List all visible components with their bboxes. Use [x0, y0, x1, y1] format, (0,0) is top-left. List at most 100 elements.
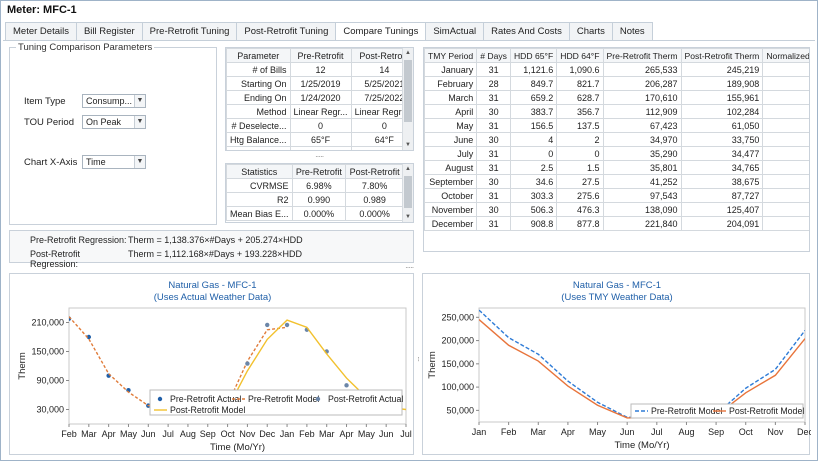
table-cell: 10,625: [762, 104, 809, 119]
column-header[interactable]: Statistics: [226, 164, 293, 179]
tab-charts[interactable]: Charts: [568, 22, 612, 41]
table-row[interactable]: R2 0.990 0.989: [226, 192, 404, 207]
stats-grid-scrollbar[interactable]: ▲ ▼: [402, 164, 413, 222]
table-cell: 34,765: [680, 160, 764, 175]
table-cell: 30: [476, 202, 511, 217]
column-header[interactable]: Pre-Retrofit Therm: [602, 48, 682, 63]
table-row[interactable]: Mean Bias E... 0.000% 0.000%: [226, 206, 404, 221]
table-cell: 125,407: [680, 202, 764, 217]
chevron-down-icon[interactable]: ▼: [134, 116, 145, 128]
x-tick-label: May: [358, 429, 376, 439]
table-row[interactable]: January311,121.61,090.6265,533245,21920,…: [424, 62, 809, 77]
table-row[interactable]: # of Bills 12 14: [226, 62, 413, 77]
tmy-savings-table[interactable]: TMY Period # Days HDD 65°F HDD 64°F Pre-Retr…: [423, 47, 810, 252]
table-row[interactable]: Ending On 1/24/2020 7/25/2022: [226, 90, 413, 105]
column-header[interactable]: Pre-Retrofit: [289, 48, 352, 63]
column-header[interactable]: Post-Retrofit Therm: [680, 48, 764, 63]
item-type-select[interactable]: Consump... ▼: [82, 94, 146, 108]
table-cell: April: [424, 104, 478, 119]
table-cell: 41,252: [602, 174, 682, 189]
tab-bill-register[interactable]: Bill Register: [75, 22, 142, 41]
compare-grid-scrollbar[interactable]: ▲ ▼: [402, 48, 413, 150]
table-cell: Method: [226, 104, 291, 119]
tab-meter-details[interactable]: Meter Details: [5, 22, 76, 41]
column-header[interactable]: Parameter: [226, 48, 291, 63]
column-header[interactable]: # Days: [476, 48, 511, 63]
x-tick-label: Aug: [678, 427, 694, 437]
tou-period-select[interactable]: On Peak ▼: [82, 115, 146, 129]
column-header[interactable]: TMY Period: [424, 48, 478, 63]
table-row[interactable]: December31908.8877.8221,840204,09117,750…: [424, 216, 809, 231]
table-row[interactable]: October31303.3275.697,54387,7279,81610.1…: [424, 188, 809, 203]
table-cell: 628.7: [556, 90, 604, 105]
table-cell: 31: [476, 216, 511, 231]
table-cell: Mean Bias E...: [226, 206, 293, 221]
table-row[interactable]: Method Linear Regr... Linear Regre...: [226, 104, 413, 119]
table-row[interactable]: Starting On 1/25/2019 5/25/2021: [226, 76, 413, 91]
table-row[interactable]: November30506.3476.3138,090125,40712,682…: [424, 202, 809, 217]
scroll-up-icon[interactable]: ▲: [405, 50, 411, 56]
chart-x-axis-select[interactable]: Time ▼: [82, 155, 146, 169]
tab-post-retrofit-tuning[interactable]: Post-Retrofit Tuning: [236, 22, 336, 41]
tab-simactual[interactable]: SimActual: [425, 22, 484, 41]
table-cell: 31: [476, 118, 511, 133]
x-tick-label: Apr: [340, 429, 354, 439]
column-header[interactable]: HDD 64°F: [556, 48, 604, 63]
compare-parameters-grid[interactable]: Parameter Pre-Retrofit Post-Retrofit # of B…: [225, 47, 414, 151]
vertical-splitter[interactable]: ···: [414, 356, 423, 361]
statistics-grid[interactable]: Statistics Pre-Retrofit Post-Retrofit CVRMS…: [225, 163, 414, 223]
series-line: [479, 319, 805, 419]
series-point: [265, 322, 270, 328]
scroll-down-icon[interactable]: ▼: [405, 142, 411, 148]
column-header[interactable]: HDD 65°F: [509, 48, 558, 63]
tab-content-border: [3, 40, 815, 41]
table-row[interactable]: March31659.2628.7170,610155,96114,6498.6…: [424, 90, 809, 105]
table-row[interactable]: Htg Balance... 65°F 64°F: [226, 132, 413, 147]
x-tick-label: Aug: [180, 429, 196, 439]
table-cell: # Deselecte...: [226, 118, 291, 133]
column-header[interactable]: Post-Retrofit: [345, 164, 404, 179]
plot-area: [478, 307, 806, 423]
table-cell: 35,801: [602, 160, 682, 175]
column-header[interactable]: Normalized Savings Therm: [762, 48, 809, 63]
y-tick-label: 100,000: [441, 382, 474, 392]
actual-weather-chart: Natural Gas - MFC-1 (Uses Actual Weather …: [9, 273, 414, 455]
table-cell: 30: [476, 104, 511, 119]
scroll-thumb[interactable]: [404, 60, 412, 122]
series-point: [86, 334, 92, 340]
scroll-thumb[interactable]: [404, 176, 412, 208]
x-tick-label: Sep: [200, 429, 216, 439]
tab-rates-and-costs[interactable]: Rates And Costs: [483, 22, 569, 41]
horizontal-splitter[interactable]: ·····: [405, 263, 414, 272]
column-header[interactable]: Pre-Retrofit: [291, 164, 347, 179]
tab-compare-tunings[interactable]: Compare Tunings: [335, 22, 426, 41]
tmy-weather-chart: Natural Gas - MFC-1 (Uses TMY Weather Dat…: [422, 273, 811, 455]
table-cell: 27.5: [556, 174, 604, 189]
scroll-up-icon[interactable]: ▲: [405, 166, 411, 172]
table-cell: 7.80%: [345, 178, 404, 193]
table-cell: 137.5: [556, 118, 604, 133]
table-cell: # of Bills: [226, 62, 291, 77]
table-row[interactable]: # Deselecte... 0 0: [226, 118, 413, 133]
grid-splitter[interactable]: ·····: [315, 152, 324, 161]
chevron-down-icon[interactable]: ▼: [134, 95, 145, 107]
table-cell: December: [424, 216, 478, 231]
tab-notes[interactable]: Notes: [611, 22, 653, 41]
table-row[interactable]: CVRMSE 6.98% 7.80%: [226, 178, 404, 193]
scroll-down-icon[interactable]: ▼: [405, 214, 411, 220]
table-cell: May: [424, 118, 478, 133]
table-row[interactable]: April30383.7356.7112,909102,28410,6259.4…: [424, 104, 809, 119]
tou-period-label: TOU Period: [24, 116, 74, 128]
table-row[interactable]: February28849.7821.7206,287189,90816,379…: [424, 76, 809, 91]
chevron-down-icon[interactable]: ▼: [134, 156, 145, 168]
table-cell: 265,533: [602, 62, 682, 77]
table-row[interactable]: Clg Balance...: [226, 146, 413, 150]
table-cell: 6,373: [762, 118, 809, 133]
y-axis-label: Therm: [427, 351, 438, 379]
tab-pre-retrofit-tuning[interactable]: Pre-Retrofit Tuning: [141, 22, 237, 41]
